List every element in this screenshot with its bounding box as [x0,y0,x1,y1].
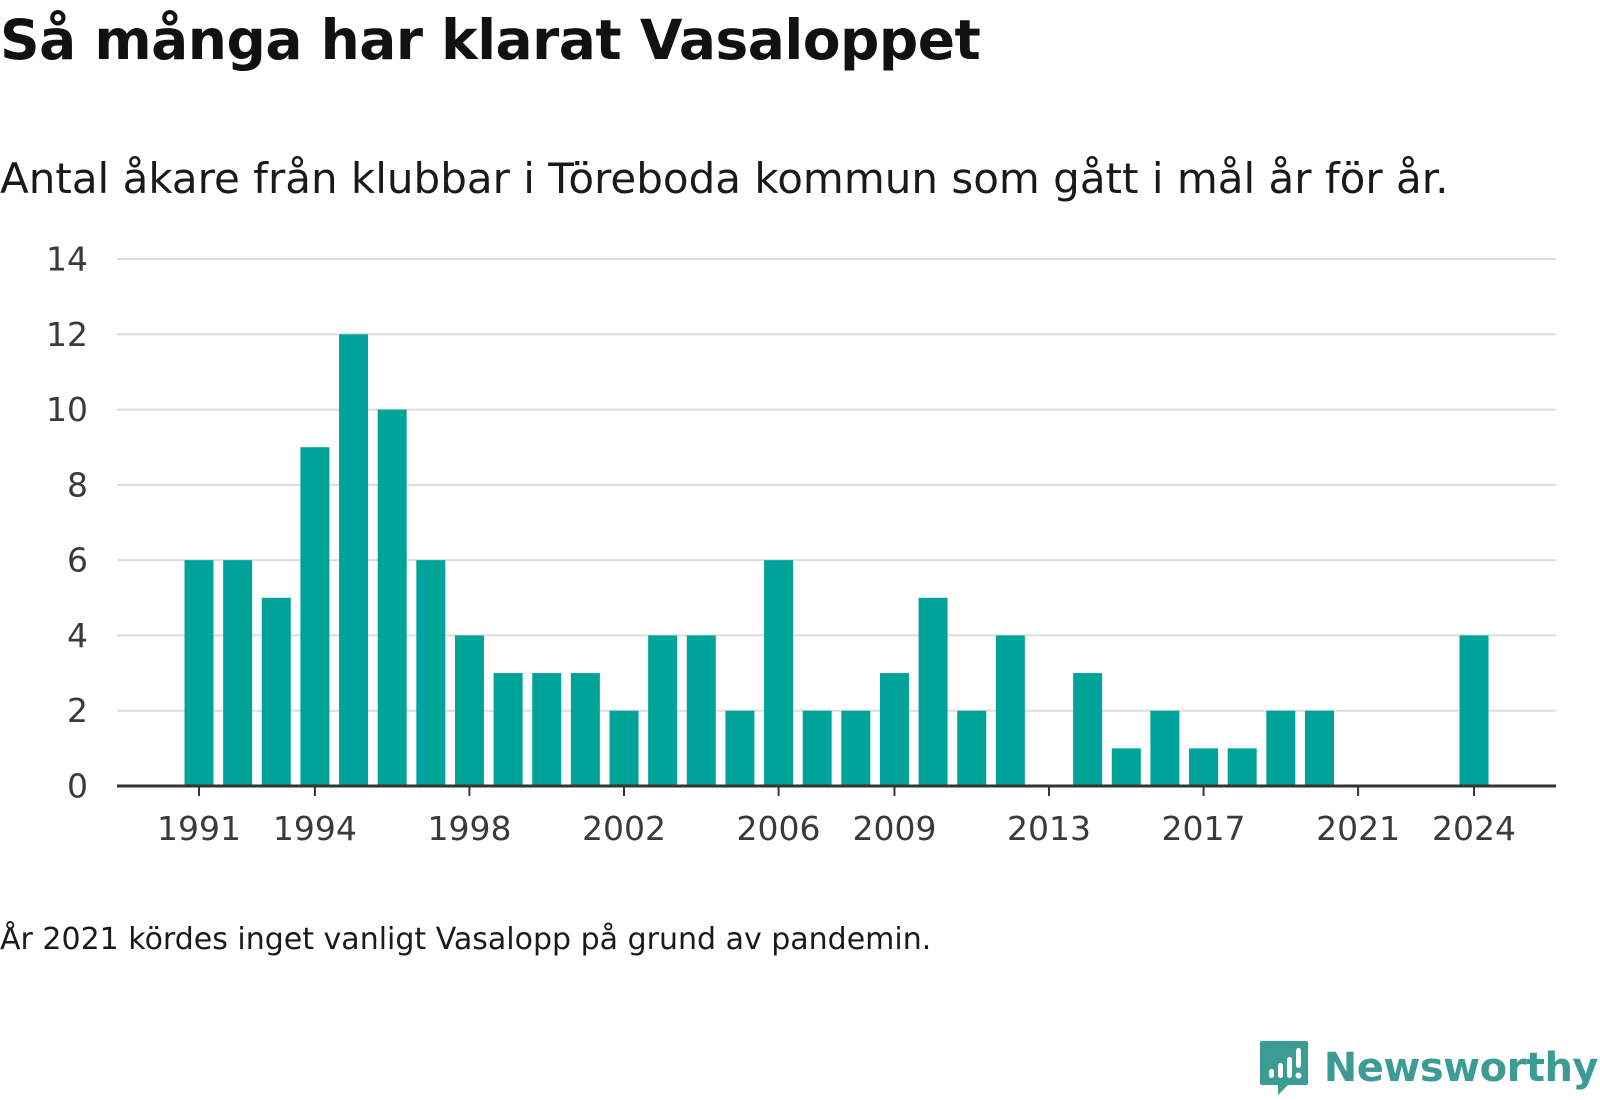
y-tick-label-12: 12 [46,315,88,354]
bars [184,334,1489,786]
bar-1999 [493,673,523,786]
newsworthy-logo-icon [1259,1041,1308,1095]
bar-1993 [261,597,291,786]
bar-2019 [1266,710,1296,786]
x-tick-label-2024: 2024 [1432,809,1516,848]
y-tick-label-4: 4 [67,616,88,655]
newsworthy-brand[interactable]: Newsworthy [1258,1038,1599,1098]
bar-2006 [764,560,794,786]
bar-2002 [609,710,639,786]
bar-1998 [454,635,484,786]
chart-title: Så många har klarat Vasaloppet [0,8,981,72]
bar-2001 [570,673,600,786]
bar-chart: 0 2 4 6 8 10 12 14 1991 1994 1998 2002 2006 2009 2013… [46,240,1556,848]
x-axis-ticks: 1991 1994 1998 2002 2006 2009 2013 2017 2021 2024 [157,786,1516,848]
x-tick-label-2006: 2006 [737,809,821,848]
bar-2016 [1150,710,1180,786]
footnote: År 2021 kördes inget vanligt Vasalopp på… [0,922,932,957]
y-tick-label-6: 6 [67,541,88,580]
bar-1995 [339,334,369,786]
y-tick-label-10: 10 [46,390,88,429]
y-tick-label-2: 2 [67,691,88,730]
x-tick-label-2017: 2017 [1162,809,1246,848]
bar-2004 [686,635,716,786]
bar-2005 [725,710,755,786]
bar-1997 [416,560,446,786]
x-tick-label-1994: 1994 [273,809,357,848]
bar-2015 [1111,748,1141,786]
chart-subtitle: Antal åkare från klubbar i Töreboda komm… [0,154,1449,203]
y-tick-label-0: 0 [67,767,88,806]
x-tick-label-1998: 1998 [427,809,511,848]
bar-2020 [1304,710,1334,786]
bar-2024 [1459,635,1489,786]
bar-2018 [1227,748,1257,786]
bar-1994 [300,447,330,786]
x-tick-label-2013: 2013 [1007,809,1091,848]
gridlines [117,258,1556,712]
x-tick-label-2021: 2021 [1316,809,1400,848]
bar-1991 [184,560,214,786]
x-tick-label-2002: 2002 [582,809,666,848]
brand-name: Newsworthy [1323,1045,1599,1091]
x-tick-label-1991: 1991 [157,809,241,848]
y-tick-label-8: 8 [67,465,88,504]
bar-2008 [841,710,871,786]
y-tick-label-14: 14 [46,240,88,279]
bar-1992 [223,560,253,786]
bar-2007 [802,710,832,786]
bar-2017 [1189,748,1219,786]
bar-2011 [957,710,987,786]
x-tick-label-2009: 2009 [852,809,936,848]
bar-2010 [918,597,948,786]
bar-2009 [879,673,909,786]
bar-2012 [995,635,1025,786]
bar-2014 [1073,673,1103,786]
y-axis-ticks: 0 2 4 6 8 10 12 14 [46,240,88,806]
bar-2000 [532,673,562,786]
bar-2003 [648,635,678,786]
bar-1996 [377,409,407,786]
